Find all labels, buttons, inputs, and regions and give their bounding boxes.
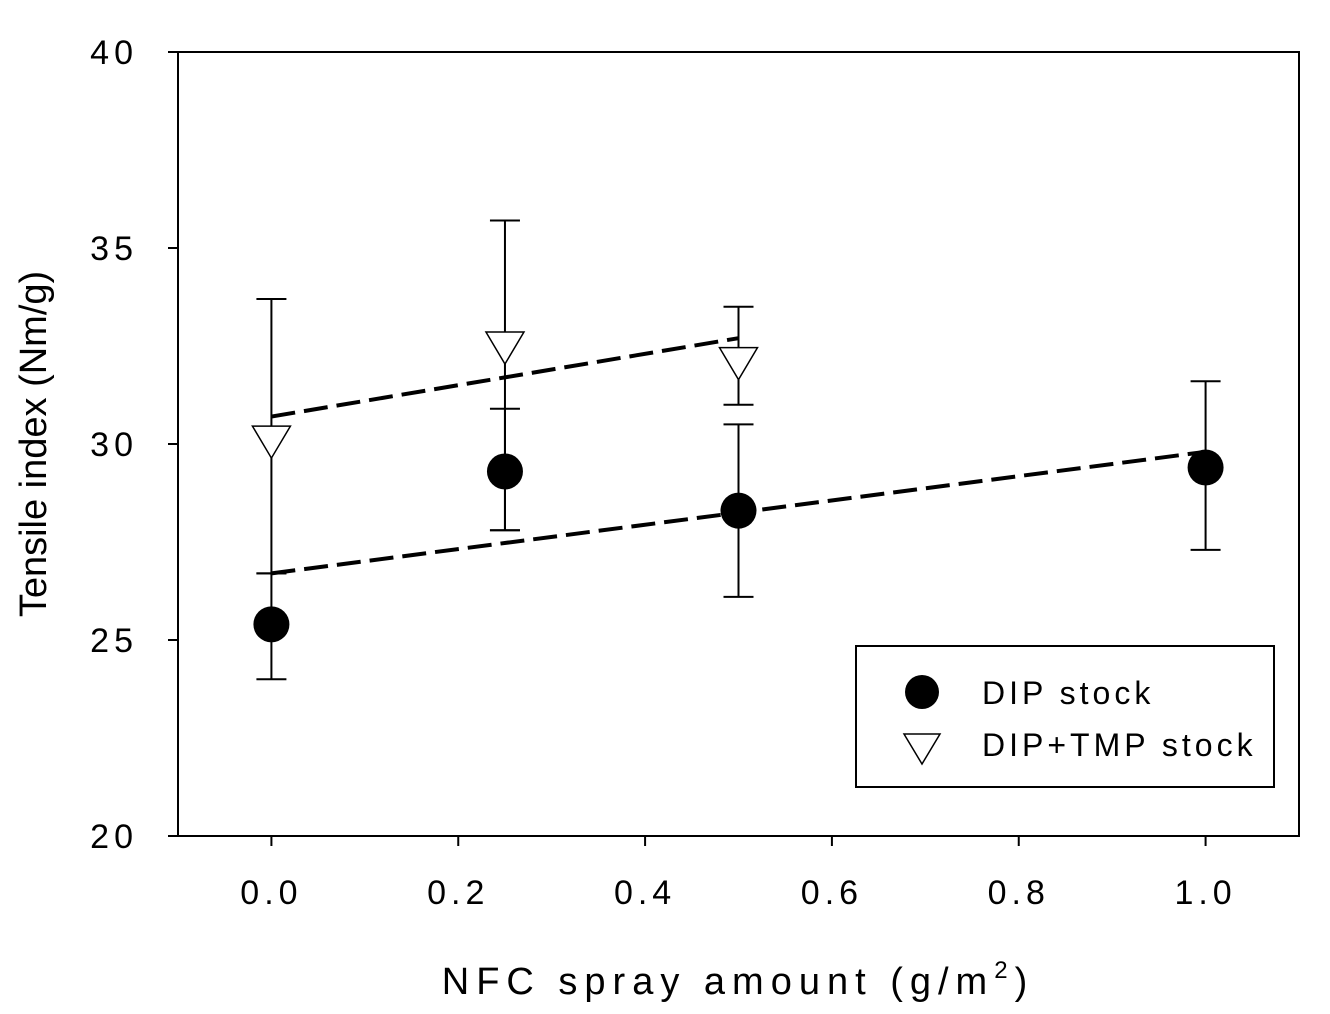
point-dip-tmp-stock bbox=[251, 425, 292, 460]
point-dip-tmp-stock bbox=[484, 331, 526, 366]
data-markers bbox=[251, 331, 1224, 643]
y-tick-label: 35 bbox=[90, 230, 138, 268]
x-axis-title-superscript: 2 bbox=[994, 957, 1014, 984]
point-dip-stock bbox=[253, 606, 290, 643]
x-tick-label: 0.2 bbox=[427, 874, 489, 912]
x-tick-label: 0.0 bbox=[240, 874, 302, 912]
error-bars bbox=[256, 219, 1221, 681]
x-axis-title-main: NFC spray amount (g/m bbox=[442, 961, 994, 1003]
point-dip-stock bbox=[1187, 449, 1224, 486]
x-axis-title-close: ) bbox=[1015, 961, 1035, 1003]
y-tick-label: 30 bbox=[90, 426, 138, 464]
y-axis: 20 25 30 35 40 bbox=[90, 34, 178, 856]
legend-label-dip-tmp: DIP+TMP stock bbox=[982, 727, 1257, 763]
x-tick-label: 0.8 bbox=[988, 874, 1050, 912]
point-dip-stock bbox=[720, 492, 757, 529]
legend-marker-dip bbox=[905, 675, 939, 709]
y-axis-title: Tensile index (Nm/g) bbox=[13, 271, 55, 617]
point-dip-tmp-stock bbox=[718, 346, 759, 382]
legend-marker-dip-tmp bbox=[902, 733, 942, 766]
x-tick-label: 1.0 bbox=[1174, 874, 1236, 912]
y-tick-label: 25 bbox=[90, 622, 138, 660]
legend-label-dip: DIP stock bbox=[982, 675, 1154, 711]
y-tick-label: 20 bbox=[90, 818, 138, 856]
x-tick-label: 0.6 bbox=[801, 874, 863, 912]
x-axis: 0.0 0.2 0.4 0.6 0.8 1.0 bbox=[240, 836, 1236, 912]
x-tick-label: 0.4 bbox=[614, 874, 676, 912]
y-tick-label: 40 bbox=[90, 34, 138, 72]
legend-box bbox=[855, 645, 1275, 788]
legend: DIP stock DIP+TMP stock bbox=[855, 645, 1275, 788]
point-dip-stock bbox=[486, 453, 523, 490]
x-axis-title: NFC spray amount (g/m2) bbox=[442, 957, 1034, 1003]
